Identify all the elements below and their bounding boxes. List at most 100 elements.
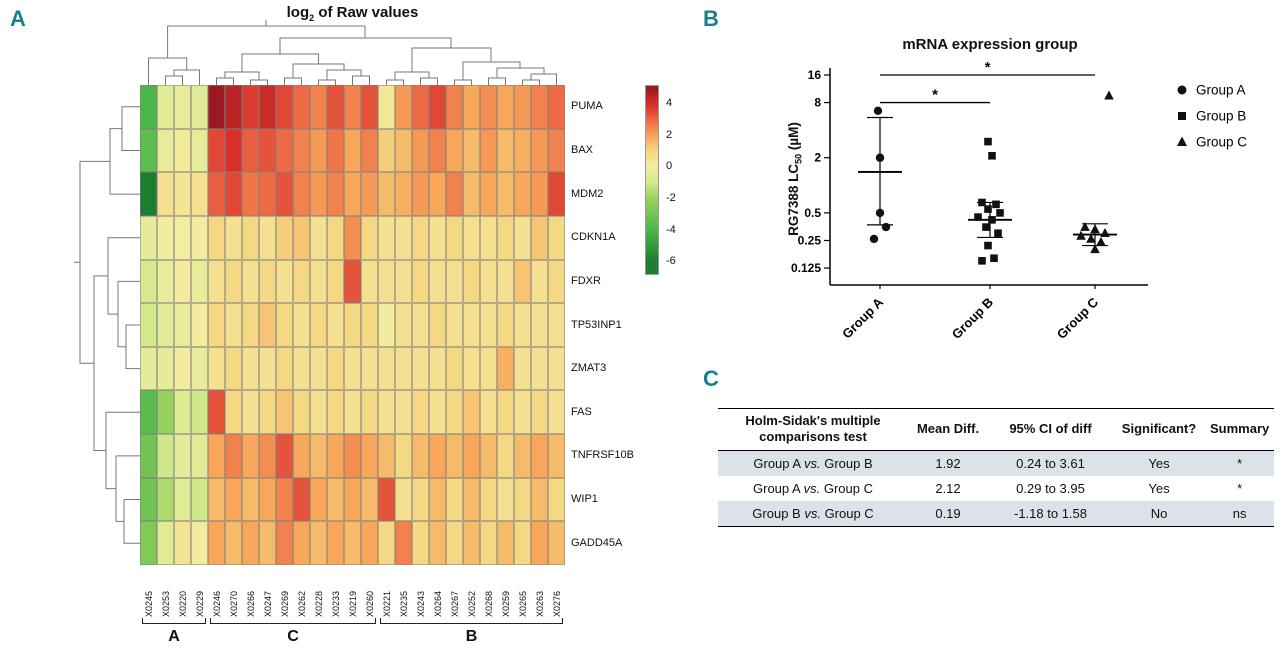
heatmap-cell	[225, 85, 242, 129]
heatmap-cell	[412, 521, 429, 565]
table-cell: 0.24 to 3.61	[1016, 455, 1085, 471]
heatmap-column-label-text: X0253	[160, 590, 171, 617]
heatmap-cell	[327, 172, 344, 216]
heatmap-title-subscript: 2	[309, 13, 315, 23]
heatmap-cell	[446, 347, 463, 390]
heatmap-column-label: X0266	[242, 567, 259, 617]
heatmap-cell	[208, 216, 225, 260]
heatmap-cell	[344, 85, 361, 129]
heatmap-cell	[276, 85, 293, 129]
heatmap-cell	[514, 85, 531, 129]
heatmap-title-prefix: log	[286, 4, 310, 21]
data-point-triangle	[1100, 228, 1110, 238]
table-cell: No	[1113, 500, 1205, 527]
heatmap-cell	[531, 478, 548, 521]
heatmap-cell	[378, 260, 395, 303]
heatmap-cell	[191, 216, 208, 260]
heatmap-cell	[191, 303, 208, 347]
heatmap-column-label: X0259	[497, 567, 514, 617]
heatmap-cell	[259, 478, 276, 521]
heatmap-column-label: X0243	[412, 567, 429, 617]
heatmap-cell	[548, 478, 565, 521]
heatmap-cell	[361, 85, 378, 129]
heatmap-cell	[395, 172, 412, 216]
heatmap-cell	[514, 521, 531, 565]
heatmap-cell	[174, 85, 191, 129]
heatmap-cell	[548, 347, 565, 390]
scatter-title: mRNA expression group	[902, 36, 1078, 53]
heatmap-cell	[514, 390, 531, 434]
heatmap-title-suffix: of Raw values	[314, 4, 419, 21]
sample-group-label: C	[287, 628, 299, 645]
heatmap-row-label: TP53INP1	[571, 318, 622, 331]
heatmap-cell	[429, 521, 446, 565]
heatmap-cell	[208, 85, 225, 129]
heatmap-cell	[480, 85, 497, 129]
heatmap-row-label: CDKN1A	[571, 231, 616, 244]
heatmap-column-label-text: X0270	[228, 590, 239, 617]
legend-marker-circle	[1177, 85, 1187, 95]
heatmap-cell	[157, 260, 174, 303]
heatmap-cell	[548, 85, 565, 129]
heatmap-cell	[514, 303, 531, 347]
heatmap-cell	[242, 85, 259, 129]
heatmap-cell	[378, 172, 395, 216]
heatmap-row-label: MDM2	[571, 187, 604, 200]
data-point-square	[988, 151, 996, 160]
heatmap-cell	[395, 434, 412, 478]
heatmap-cell	[429, 347, 446, 390]
heatmap-column-label: X0260	[361, 567, 378, 617]
heatmap-cell	[361, 434, 378, 478]
table-cell: Group A vs. Group C	[753, 480, 873, 496]
heatmap-column-label: X0233	[327, 567, 344, 617]
data-point-triangle	[1090, 224, 1100, 234]
heatmap-cell	[259, 303, 276, 347]
data-point-triangle	[1086, 233, 1096, 243]
table-row: Group A vs. Group C 2.12 0.29 to 3.95 Yes *	[718, 476, 1274, 501]
heatmap-cell	[140, 347, 157, 390]
heatmap-cell	[548, 434, 565, 478]
data-point-square	[978, 198, 986, 207]
heatmap-cell	[463, 85, 480, 129]
heatmap-cell	[344, 260, 361, 303]
heatmap-column-label-text: X0268	[483, 590, 494, 617]
heatmap-row-label: FDXR	[571, 274, 601, 287]
heatmap-cell	[480, 260, 497, 303]
heatmap-cell	[497, 260, 514, 303]
heatmap-cell	[429, 85, 446, 129]
heatmap-cell	[310, 390, 327, 434]
legend-label: Group A	[1196, 83, 1246, 98]
table-header-cell: Significant?	[1113, 408, 1205, 451]
heatmap-cell	[378, 434, 395, 478]
heatmap-cell	[531, 216, 548, 260]
heatmap-cell	[412, 172, 429, 216]
comparisons-table: Holm-Sidak's multiple comparisons test Me…	[718, 408, 1275, 527]
heatmap-cell	[276, 260, 293, 303]
table-header-cell: 95% CI of diff	[988, 408, 1113, 451]
heatmap-cell	[446, 478, 463, 521]
heatmap-cell	[412, 434, 429, 478]
heatmap-cell	[327, 390, 344, 434]
heatmap-cell	[242, 434, 259, 478]
heatmap-cell	[310, 521, 327, 565]
heatmap-cell	[463, 347, 480, 390]
heatmap-column-label-text: X0264	[432, 590, 443, 617]
heatmap-cell	[225, 129, 242, 172]
y-tick-label: 8	[814, 96, 821, 110]
heatmap-column-label-text: X0228	[313, 590, 324, 617]
data-point-square	[978, 257, 986, 265]
heatmap-cell	[225, 216, 242, 260]
table-cell: 1.92	[935, 455, 961, 471]
heatmap-cell	[208, 521, 225, 565]
data-point-circle	[875, 153, 885, 162]
heatmap-cell	[174, 260, 191, 303]
heatmap-cell	[361, 303, 378, 347]
heatmap-cell	[140, 216, 157, 260]
heatmap-cell	[259, 390, 276, 434]
heatmap-cell	[395, 347, 412, 390]
heatmap-cell	[174, 434, 191, 478]
heatmap-cell	[293, 347, 310, 390]
heatmap-column-label: X0267	[446, 567, 463, 617]
data-point-circle	[873, 106, 883, 116]
heatmap-column-label-text: X0276	[551, 590, 562, 617]
